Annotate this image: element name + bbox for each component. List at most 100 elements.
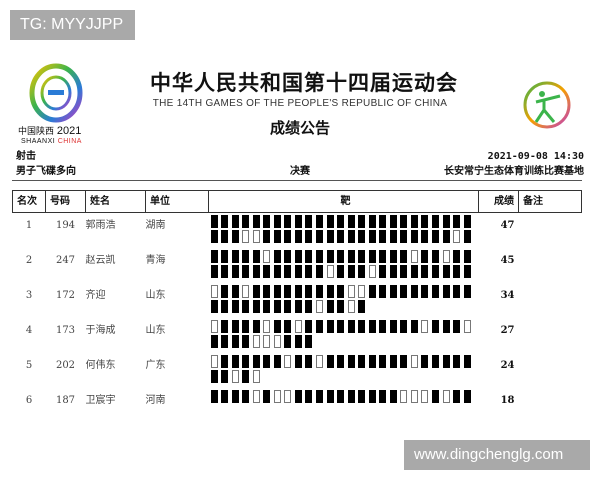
shot-hit <box>273 230 281 243</box>
shot-hit <box>453 215 461 228</box>
shot-hit <box>379 215 387 228</box>
shot-hit <box>284 215 292 228</box>
shot-hit <box>463 284 471 298</box>
games-logo-left <box>29 63 83 123</box>
shot-hit <box>221 369 229 383</box>
watermark-top-left: TG: MYYJJPP <box>10 10 135 40</box>
datetime: 2021-09-08 14:30 <box>487 151 584 162</box>
rank: 3 <box>25 289 33 301</box>
shot-hit <box>389 249 397 263</box>
sport-label: 射击 <box>16 151 36 162</box>
col-note: 备注 <box>518 190 582 213</box>
results-heading: 成绩公告 <box>269 119 330 137</box>
shot-hit <box>305 354 313 368</box>
shot-hit <box>400 354 408 368</box>
shot-miss <box>263 249 271 263</box>
shot-hit <box>368 284 376 298</box>
shot-miss <box>294 319 302 333</box>
shot-hit <box>263 389 271 403</box>
shot-hit <box>242 299 250 313</box>
shot-miss <box>252 230 260 243</box>
table-body: 1 194 郭雨浩 湖南 47 2 247 赵云凯 青海 45 3 172 齐迎 山东 34 4 173 于海成山… <box>13 213 582 423</box>
shot-hit <box>284 299 292 313</box>
shot-hit <box>326 215 334 228</box>
shot-hit <box>347 354 355 368</box>
shot-hit <box>337 299 345 313</box>
shot-hit <box>358 249 366 263</box>
venue: 长安常宁生态体育训练比赛基地 <box>444 166 584 177</box>
logo-caption-shaanxi: SHAANXI <box>21 138 56 145</box>
shot-hit <box>221 299 229 313</box>
rank: 2 <box>25 254 33 266</box>
shot-hit <box>421 249 429 263</box>
shot-hit <box>273 354 281 368</box>
shot-miss <box>210 284 218 298</box>
shot-hit <box>400 319 408 333</box>
shot-miss <box>410 354 418 368</box>
shot-hit <box>410 230 418 243</box>
shot-hit <box>221 284 229 298</box>
shot-hit <box>263 215 271 228</box>
shot-hit <box>210 389 218 403</box>
shot-line <box>210 230 479 245</box>
shot-hit <box>358 389 366 403</box>
shot-miss <box>326 264 334 278</box>
athlete-name: 卫宸宇 <box>85 394 116 406</box>
shot-hit <box>231 215 239 228</box>
shot-miss <box>453 230 461 243</box>
shot-miss <box>315 299 323 313</box>
shot-hit <box>315 230 323 243</box>
shot-hit <box>400 230 408 243</box>
shot-hit <box>210 215 218 228</box>
shot-hit <box>273 264 281 278</box>
shot-hit <box>442 264 450 278</box>
shot-hit <box>389 389 397 403</box>
bib: 172 <box>55 289 76 301</box>
shot-hit <box>389 284 397 298</box>
shot-hit <box>431 284 439 298</box>
shot-miss <box>242 230 250 243</box>
shot-hit <box>358 319 366 333</box>
shot-hit <box>273 319 281 333</box>
shot-hit <box>210 230 218 243</box>
score: 27 <box>500 324 515 336</box>
shot-hit <box>368 319 376 333</box>
shot-hit <box>305 230 313 243</box>
shot-hit <box>431 249 439 263</box>
shot-hit <box>326 389 334 403</box>
shot-hit <box>347 264 355 278</box>
shot-hit <box>263 230 271 243</box>
shot-hit <box>453 264 461 278</box>
shot-hit <box>242 369 250 383</box>
shot-hit <box>242 354 250 368</box>
shot-line <box>210 354 479 370</box>
shot-hit <box>252 215 260 228</box>
shot-hit <box>221 249 229 263</box>
phase: 决赛 <box>290 166 310 177</box>
shot-hit <box>379 249 387 263</box>
shot-hit <box>453 354 461 368</box>
shot-miss <box>400 389 408 403</box>
shot-hit <box>400 215 408 228</box>
table-row: 4 173 于海成 山东 27 <box>13 318 582 353</box>
shot-results <box>209 213 479 248</box>
shot-hit <box>315 249 323 263</box>
shot-hit <box>242 319 250 333</box>
shot-hit <box>347 319 355 333</box>
shot-hit <box>442 354 450 368</box>
shot-hit <box>231 354 239 368</box>
shot-line <box>210 215 479 230</box>
bib: 187 <box>55 394 76 406</box>
shot-hit <box>326 319 334 333</box>
athlete-name: 赵云凯 <box>85 254 116 266</box>
shot-hit <box>315 284 323 298</box>
shot-hit <box>379 354 387 368</box>
shot-hit <box>326 299 334 313</box>
shot-hit <box>231 389 239 403</box>
shot-hit <box>442 319 450 333</box>
shot-hit <box>305 389 313 403</box>
shot-hit <box>263 299 271 313</box>
shot-miss <box>210 354 218 368</box>
col-bib: 号码 <box>45 190 86 213</box>
shot-hit <box>252 284 260 298</box>
